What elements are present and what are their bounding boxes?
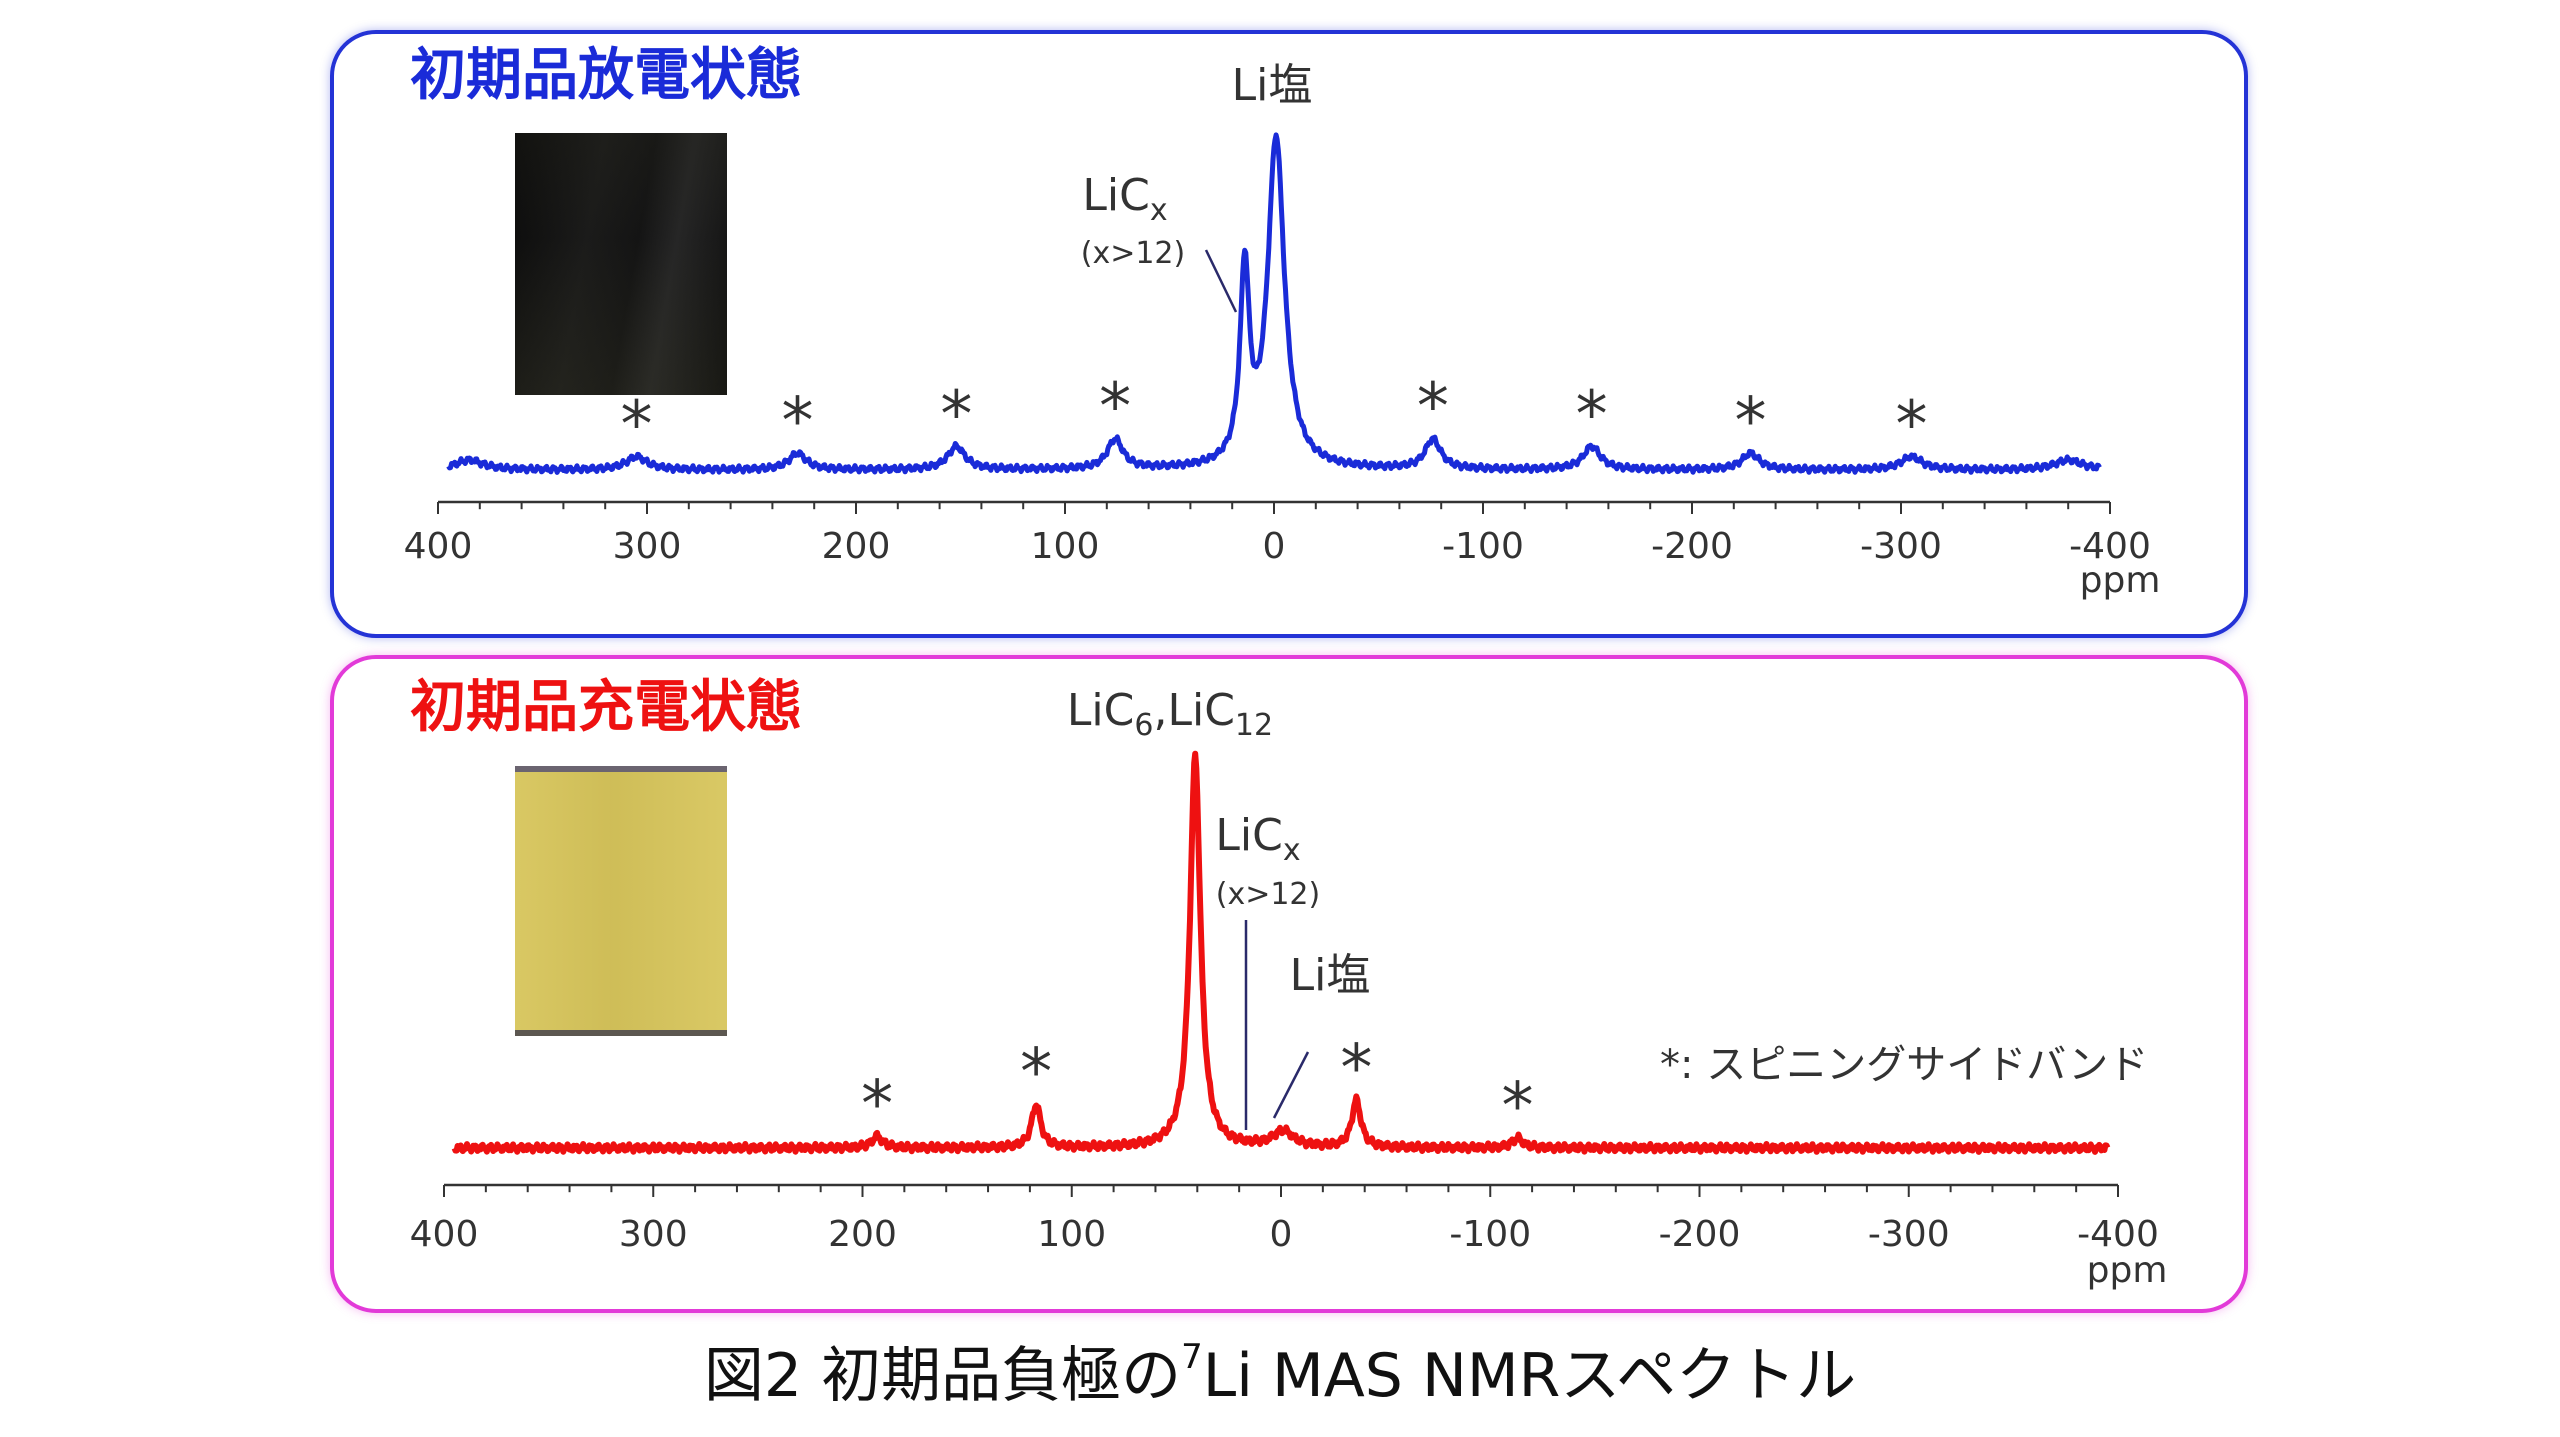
charged-electrode-photo (515, 766, 727, 1036)
caption-suffix: Li MAS NMRスペクトル (1202, 1341, 1857, 1411)
sideband-legend: *: スピニングサイドバンド (1660, 1042, 2148, 1088)
sideband-marker: * (1099, 371, 1131, 445)
x-tick-label: 400 (410, 1214, 479, 1255)
sideband-marker: * (781, 385, 813, 459)
charge-spectrum: 400 300 200 100 0 -100 -200 -300 -400 * * * * ppm L… (410, 685, 2168, 1291)
discharge-spectrum: 400 300 200 100 0 -100 -200 -300 -400 * * * * * * * * p… (404, 60, 2161, 601)
charge-x-axis-label: ppm (2087, 1250, 2168, 1291)
lic6-main: LiC (1067, 685, 1134, 736)
discharge-licx-leader (1204, 249, 1238, 313)
discharge-series-line (446, 132, 2102, 475)
x-tick-label: -100 (1442, 526, 1524, 567)
discharge-x-ticks: 400 300 200 100 0 -100 -200 -300 -400 (404, 502, 2151, 567)
x-tick-label: 300 (619, 1214, 688, 1255)
caption-prefix: 図2 初期品負極の (703, 1341, 1182, 1411)
charge-sideband-markers: * * * * (861, 1032, 1533, 1144)
figure-caption: 図2 初期品負極の7Li MAS NMRスペクトル (0, 1340, 2560, 1412)
x-tick-label: -400 (2077, 1214, 2159, 1255)
charge-licx-label: LiCx (1215, 810, 1300, 868)
x-tick-label: 0 (1270, 1214, 1293, 1255)
discharge-sideband-markers: * * * * * * * * (621, 371, 1928, 463)
sideband-marker: * (861, 1068, 893, 1142)
sideband-marker: * (1020, 1036, 1052, 1110)
lic-separator: , (1153, 685, 1167, 736)
charge-lic6-lic12-label: LiC6,LiC12 (1067, 685, 1273, 743)
x-tick-label: -200 (1659, 1214, 1741, 1255)
lic12-sub: 12 (1235, 708, 1273, 743)
discharge-licx-main: LiC (1082, 170, 1149, 221)
discharge-title: 初期品放電状態 (410, 43, 802, 108)
discharge-li-salt-label: Li塩 (1232, 60, 1313, 111)
x-tick-label: 100 (1037, 1214, 1106, 1255)
x-tick-label: 300 (613, 526, 682, 567)
x-tick-label: 400 (404, 526, 473, 567)
charge-licx-note: (x>12) (1216, 877, 1320, 912)
sideband-marker: * (1340, 1032, 1372, 1106)
lic6-sub: 6 (1134, 708, 1153, 743)
x-tick-label: 0 (1263, 526, 1286, 567)
discharge-x-axis-label: ppm (2080, 560, 2161, 601)
x-tick-label: -300 (1860, 526, 1942, 567)
charge-licx-sub: x (1283, 833, 1301, 868)
sideband-marker: * (1895, 388, 1927, 462)
caption-isotope: 7 (1181, 1337, 1203, 1377)
discharge-licx-sub: x (1150, 193, 1168, 228)
x-tick-label: -100 (1449, 1214, 1531, 1255)
charge-title: 初期品充電状態 (410, 675, 802, 740)
sideband-marker: * (1735, 385, 1767, 459)
x-tick-label: -400 (2069, 526, 2151, 567)
charge-li-salt-label: Li塩 (1290, 950, 1371, 1001)
lic12-main: LiC (1167, 685, 1234, 736)
sideband-marker: * (621, 388, 653, 462)
charge-x-ticks: 400 300 200 100 0 -100 -200 -300 -400 (410, 1185, 2159, 1255)
discharge-licx-note: (x>12) (1081, 236, 1185, 271)
x-tick-label: -300 (1868, 1214, 1950, 1255)
x-tick-label: -200 (1651, 526, 1733, 567)
discharge-licx-label: LiCx (1082, 170, 1167, 228)
sideband-marker: * (1501, 1070, 1533, 1144)
x-tick-label: 100 (1031, 526, 1100, 567)
discharged-electrode-photo (515, 133, 727, 395)
x-tick-label: 200 (822, 526, 891, 567)
charge-li-salt-leader (1272, 1051, 1310, 1119)
x-tick-label: 200 (828, 1214, 897, 1255)
sideband-marker: * (1576, 378, 1608, 452)
sideband-marker: * (940, 378, 972, 452)
sideband-marker: * (1417, 371, 1449, 445)
charge-licx-main: LiC (1215, 810, 1282, 861)
charge-series-line (451, 750, 2111, 1155)
